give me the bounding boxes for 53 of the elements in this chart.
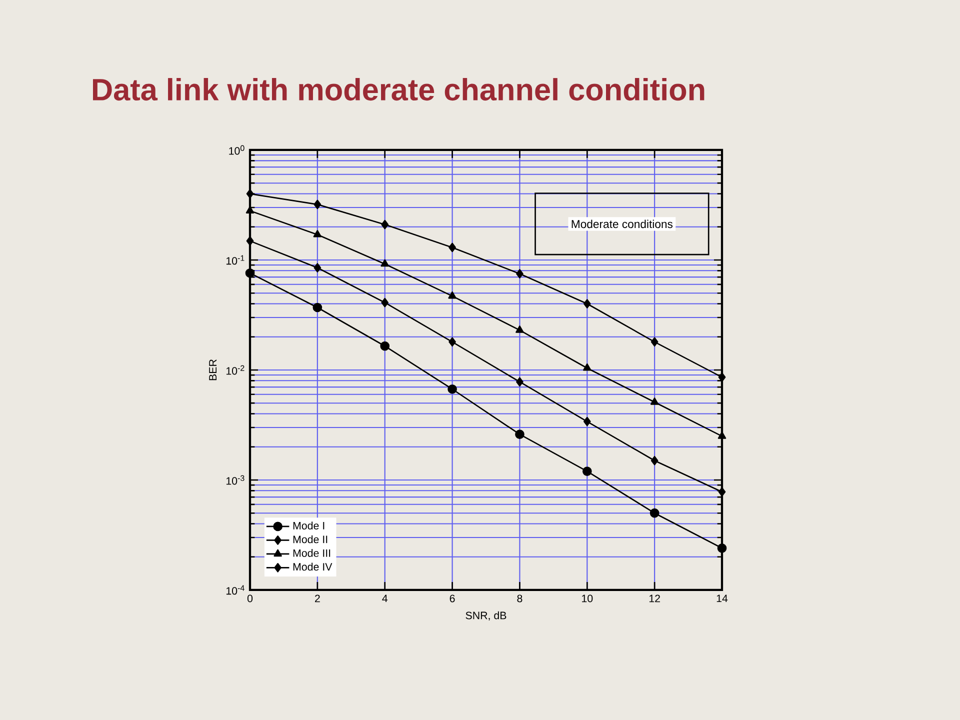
- y-tick-label: 10$^{-3}$: [226, 475, 244, 485]
- point: [717, 544, 727, 553]
- point: [380, 259, 389, 267]
- chart-title: Data link with moderate channel condition: [92, 78, 704, 101]
- point: [313, 230, 322, 238]
- point: [245, 268, 255, 278]
- x-tick-label: 2: [315, 594, 320, 602]
- x-tick-label: 0: [247, 594, 253, 602]
- x-axis-title: SNR, dB: [466, 611, 506, 620]
- point: [718, 372, 726, 382]
- point: [718, 487, 726, 497]
- x-tick-label: 6: [450, 594, 455, 602]
- point: [246, 189, 254, 198]
- x-tick-label: 4: [382, 594, 388, 602]
- point: [582, 466, 592, 476]
- legend-label: Mode II: [293, 535, 328, 544]
- point: [650, 508, 660, 518]
- point: [583, 299, 591, 308]
- point: [516, 269, 524, 278]
- point: [448, 384, 457, 394]
- x-tick-label: 14: [716, 594, 728, 602]
- annotation: Moderate conditions: [572, 220, 673, 228]
- point: [448, 337, 456, 347]
- point: [650, 397, 659, 405]
- point: [448, 242, 456, 252]
- point: [515, 430, 524, 440]
- y-axis-title: BER: [209, 360, 216, 380]
- legend-label: Mode IV: [293, 562, 332, 571]
- x-tick-label: 8: [517, 594, 522, 602]
- point: [312, 302, 322, 312]
- legend-label: Mode I: [293, 522, 324, 530]
- x-tick-label: 10: [582, 594, 593, 602]
- point: [718, 432, 726, 439]
- point: [246, 206, 254, 214]
- legend-label: Mode III: [293, 549, 330, 557]
- point: [650, 337, 658, 347]
- point: [516, 326, 524, 333]
- point: [381, 220, 389, 230]
- point: [650, 456, 658, 466]
- point: [381, 298, 389, 308]
- y-tick-label: 10$^{-1}$: [226, 255, 244, 265]
- point: [380, 341, 390, 351]
- y-tick-label: 10$^{0}$: [229, 145, 244, 155]
- point: [314, 263, 322, 272]
- y-tick-label: 10$^{-4}$: [226, 585, 244, 595]
- y-tick-label: 10$^{-2}$: [226, 365, 244, 375]
- point: [516, 377, 524, 387]
- x-tick-label: 12: [649, 594, 660, 602]
- point: [583, 363, 592, 371]
- point: [583, 416, 591, 426]
- point: [448, 291, 456, 299]
- point: [246, 236, 254, 246]
- point: [314, 200, 322, 210]
